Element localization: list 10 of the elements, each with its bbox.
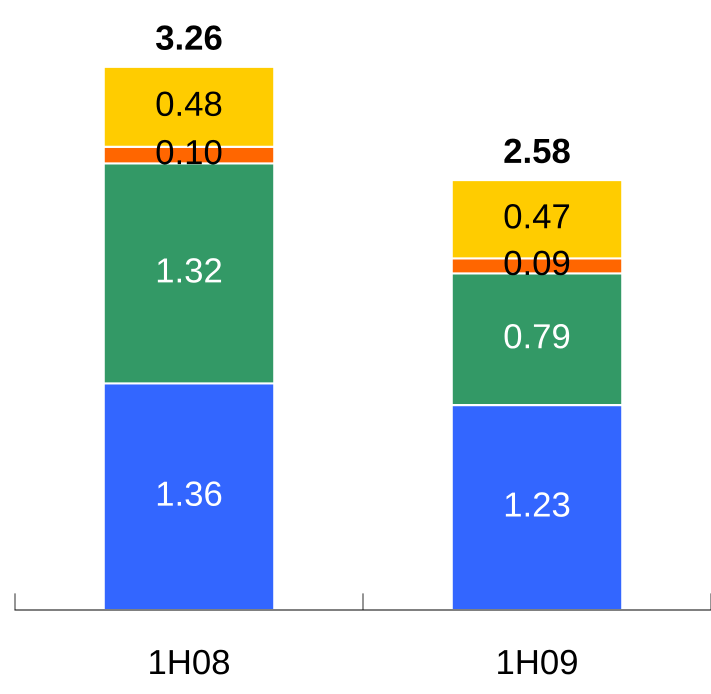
x-tick-label: 1H09: [498, 650, 577, 674]
data-label: 0.47: [504, 204, 570, 229]
data-label: 1.36: [158, 481, 222, 506]
data-label: 0.79: [504, 324, 570, 349]
total-label: 2.58: [504, 138, 570, 164]
data-label: 0.48: [156, 92, 222, 116]
data-label: 1.32: [158, 258, 222, 283]
data-label: 1.23: [506, 492, 570, 517]
x-tick-label: 1H08: [150, 650, 229, 674]
total-label: 3.26: [156, 25, 222, 50]
